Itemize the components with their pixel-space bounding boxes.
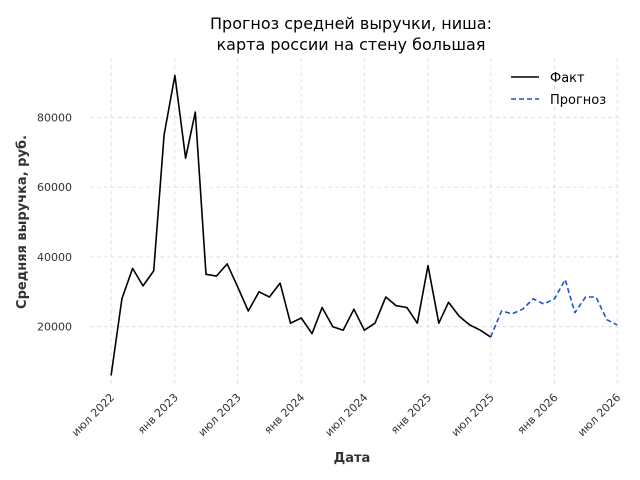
data-point [174, 75, 175, 76]
legend-entry-label: Прогноз [550, 93, 606, 108]
actual-series-line [110, 74, 492, 376]
data-point [522, 309, 523, 310]
chart-title-line-1: Прогноз средней выручки, ниша: [210, 14, 492, 33]
grid [90, 58, 622, 386]
x-axis-ticks: июл 2022 янв 2023 июл 2023 янв 2024 июл 2024… [69, 391, 623, 439]
x-axis-label: Дата [334, 451, 371, 466]
data-point [574, 312, 575, 313]
data-point [595, 296, 596, 297]
data-point [438, 323, 439, 324]
x-tick-label: янв 2023 [135, 391, 181, 437]
data-point [554, 298, 555, 299]
data-point [490, 337, 491, 338]
legend: Факт Прогноз [511, 71, 606, 108]
data-point [343, 330, 344, 331]
data-point [533, 298, 534, 299]
data-point [311, 333, 312, 334]
data-point [565, 279, 566, 280]
data-point [606, 319, 607, 320]
data-point [142, 285, 143, 286]
x-tick-label: июл 2022 [69, 391, 117, 439]
data-point [385, 296, 386, 297]
data-point [269, 296, 270, 297]
legend-entry-label: Факт [550, 71, 585, 86]
data-point [280, 282, 281, 283]
x-tick-label: июл 2024 [322, 391, 370, 439]
data-point [111, 375, 112, 376]
data-point [501, 310, 502, 311]
data-point [374, 323, 375, 324]
data-point [427, 265, 428, 266]
data-point [121, 298, 122, 299]
data-point [216, 275, 217, 276]
data-point [585, 296, 586, 297]
data-point [617, 324, 618, 325]
data-point [448, 302, 449, 303]
chart-title: Прогноз средней выручки, ниша: карта рос… [210, 14, 492, 54]
x-tick-label: июл 2025 [449, 391, 497, 439]
data-point [332, 326, 333, 327]
data-point [480, 330, 481, 331]
forecast-series-line [489, 278, 618, 338]
data-point [195, 111, 196, 112]
data-point [227, 263, 228, 264]
x-tick-label: янв 2026 [515, 391, 561, 437]
data-point [459, 316, 460, 317]
data-point [364, 330, 365, 331]
x-tick-label: июл 2026 [575, 391, 623, 439]
y-axis-label: Средняя выручка, руб. [15, 135, 30, 309]
data-point [321, 307, 322, 308]
x-tick-label: июл 2023 [196, 391, 244, 439]
series-layer [110, 74, 618, 376]
data-point [248, 310, 249, 311]
data-point [205, 274, 206, 275]
data-point [469, 324, 470, 325]
data-point [353, 309, 354, 310]
data-point [237, 286, 238, 287]
y-axis-ticks: 20000 40000 60000 80000 [37, 111, 72, 333]
data-point [396, 305, 397, 306]
data-point [153, 270, 154, 271]
y-tick-label: 60000 [37, 181, 72, 194]
data-point [406, 307, 407, 308]
x-tick-label: янв 2025 [388, 391, 434, 437]
data-point [512, 313, 513, 314]
data-point [301, 317, 302, 318]
data-point [417, 323, 418, 324]
data-point [132, 268, 133, 269]
y-tick-label: 40000 [37, 251, 72, 264]
x-tick-label: янв 2024 [262, 391, 308, 437]
data-point [290, 323, 291, 324]
data-point [185, 158, 186, 159]
data-point [543, 303, 544, 304]
data-point [258, 291, 259, 292]
y-tick-label: 20000 [37, 321, 72, 334]
data-point [164, 134, 165, 135]
y-tick-label: 80000 [37, 111, 72, 124]
chart-title-line-2: карта россии на стену большая [217, 35, 486, 54]
